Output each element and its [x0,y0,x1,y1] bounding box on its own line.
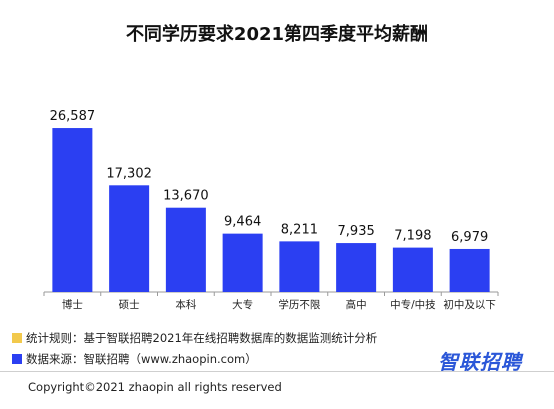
category-label-8: 初中及以下 [443,298,496,311]
footnote-source: 数据来源：智联招聘（www.zhaopin.com） [12,351,257,367]
bar-chart: 26,587 博士 17,302 硕士 13,670 本科 9,464 大专 8,211 学历不限… [43,109,499,311]
category-label-4: 大专 [232,298,253,311]
bar-8 [449,248,490,292]
brand-logo: 智联招聘 [438,350,522,374]
footnote-rule-text: 统计规则：基于智联招聘2021年在线招聘数据库的数据监测统计分析 [26,331,378,345]
bar-1 [52,128,93,292]
source-swatch [12,354,22,364]
category-label-2: 硕士 [119,298,140,311]
footnote-source-text: 数据来源：智联招聘（www.zhaopin.com） [26,352,257,366]
bar-4 [222,233,263,292]
data-label-7: 7,198 [394,229,431,244]
data-label-8: 6,979 [451,230,488,245]
bar-2 [109,185,150,292]
data-label-3: 13,670 [163,189,209,204]
data-label-2: 17,302 [106,166,152,181]
category-label-7: 中专/中技 [390,298,436,311]
bar-3 [165,207,206,292]
category-label-5: 学历不限 [278,298,320,311]
category-label-6: 高中 [346,298,367,311]
data-label-5: 8,211 [281,222,318,237]
data-label-6: 7,935 [338,224,375,239]
chart-title: 不同学历要求2021第四季度平均薪酬 [125,24,429,45]
bar-6 [336,243,377,292]
bar-5 [279,241,320,292]
copyright-text: Copyright©2021 zhaopin all rights reserv… [28,380,282,394]
footnote-rule: 统计规则：基于智联招聘2021年在线招聘数据库的数据监测统计分析 [12,330,377,346]
data-label-1: 26,587 [50,109,96,124]
category-label-1: 博士 [62,298,83,311]
category-label-3: 本科 [175,298,196,311]
rule-swatch [12,333,22,343]
bar-7 [392,247,433,292]
data-label-4: 9,464 [224,215,261,230]
copyright-bar: Copyright©2021 zhaopin all rights reserv… [0,371,554,409]
